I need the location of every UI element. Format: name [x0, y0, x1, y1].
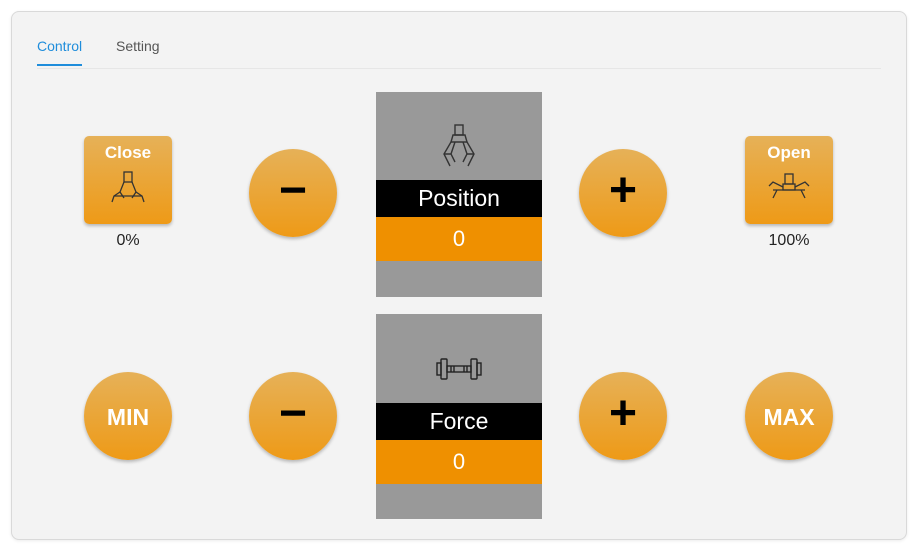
plus-icon: +	[608, 164, 638, 217]
position-display: Position 0	[376, 92, 542, 297]
position-label: Position	[376, 180, 542, 217]
close-percent: 0%	[116, 232, 140, 249]
force-increase-button[interactable]: +	[579, 372, 667, 460]
gripper-open-icon	[768, 173, 810, 199]
plus-icon: +	[608, 387, 638, 440]
force-display: Force 0	[376, 314, 542, 519]
force-min-button[interactable]: MIN	[84, 372, 172, 460]
position-increase-button[interactable]: +	[579, 149, 667, 237]
minus-icon: −	[278, 387, 308, 440]
close-button[interactable]: Close	[84, 136, 172, 224]
force-value: 0	[376, 440, 542, 484]
tab-bar: Control Setting	[37, 38, 881, 69]
dumbbell-icon	[436, 358, 482, 380]
force-max-button[interactable]: MAX	[745, 372, 833, 460]
force-max-label: MAX	[763, 404, 815, 430]
tab-setting[interactable]: Setting	[116, 38, 160, 54]
open-button[interactable]: Open	[745, 136, 833, 224]
position-value: 0	[376, 217, 542, 261]
open-button-label: Open	[767, 143, 811, 162]
force-decrease-button[interactable]: −	[249, 372, 337, 460]
gripper-closed-icon	[111, 171, 145, 203]
open-percent: 100%	[768, 232, 810, 249]
minus-icon: −	[278, 164, 308, 217]
tab-control[interactable]: Control	[37, 38, 83, 66]
force-min-label: MIN	[106, 404, 150, 430]
position-decrease-button[interactable]: −	[249, 149, 337, 237]
gripper-icon	[443, 124, 475, 167]
close-button-label: Close	[104, 143, 152, 162]
control-panel: Control Setting Close 0% − Po	[11, 11, 907, 540]
force-label: Force	[376, 403, 542, 440]
